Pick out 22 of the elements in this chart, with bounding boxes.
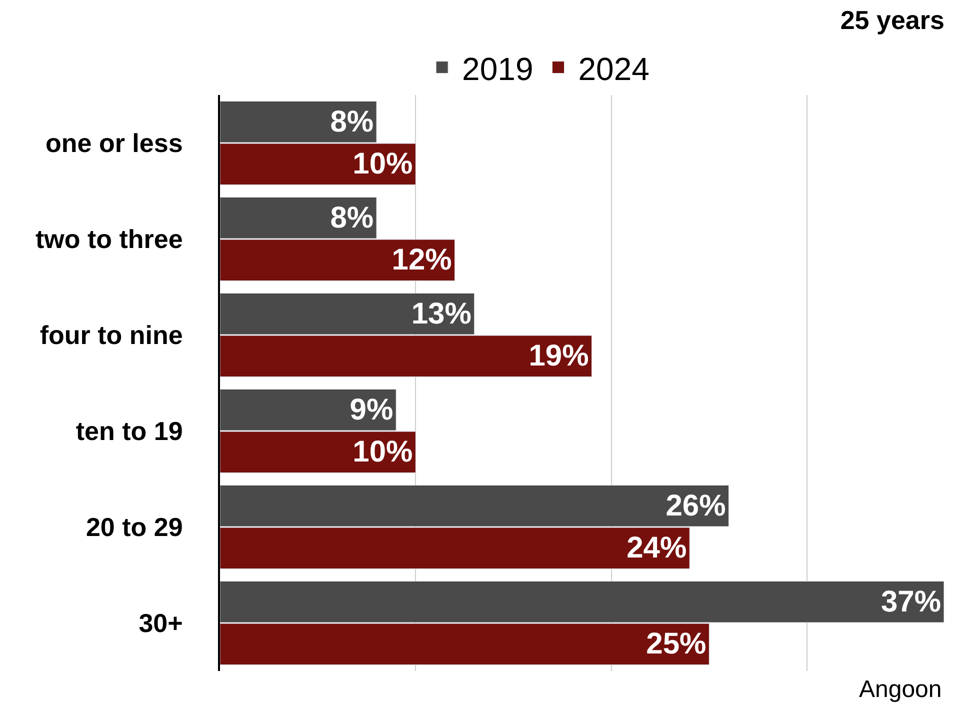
data-label: 8% <box>330 105 374 138</box>
y-tick-label: four to nine <box>40 320 183 350</box>
data-label: 12% <box>392 244 452 277</box>
y-tick-label: ten to 19 <box>76 416 183 446</box>
data-label: 8% <box>330 201 374 234</box>
chart-title: 25 years <box>840 4 944 35</box>
legend-label: 2019 <box>462 50 534 87</box>
data-label: 24% <box>626 532 687 565</box>
y-tick-label: two to three <box>35 224 183 254</box>
data-label: 19% <box>528 340 589 373</box>
data-label: 10% <box>352 436 413 469</box>
data-label: 13% <box>411 297 472 330</box>
data-label: 26% <box>666 489 726 522</box>
legend-label: 2024 <box>578 50 650 87</box>
y-tick-label: 30+ <box>138 608 183 638</box>
y-tick-label: one or less <box>46 128 183 158</box>
data-label: 9% <box>350 393 394 426</box>
y-tick-label: 20 to 29 <box>86 512 183 542</box>
data-label: 10% <box>352 148 413 181</box>
data-label: 25% <box>646 628 706 661</box>
data-label: 37% <box>880 585 941 618</box>
text: Angoon <box>859 676 942 703</box>
